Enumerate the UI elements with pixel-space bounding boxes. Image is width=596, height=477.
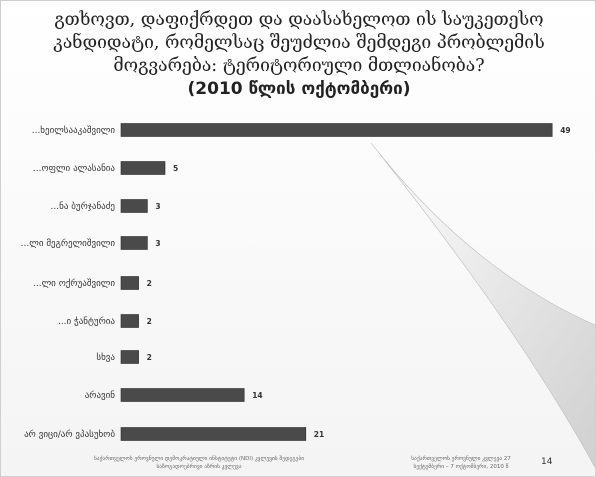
value-label-7: 14 — [252, 391, 262, 400]
category-label-6: სხვა — [96, 352, 115, 363]
category-label-5: ...ი ჭანტურია — [58, 316, 115, 327]
bar-4 — [120, 276, 139, 290]
value-label-1: 5 — [173, 164, 178, 173]
bar-0 — [120, 123, 553, 137]
value-label-3: 3 — [155, 239, 160, 248]
bar-2 — [120, 199, 148, 213]
footer-dates-line-1: საქართველოს ეროვნული კვლევა 27 — [411, 456, 511, 462]
bar-6 — [120, 350, 139, 364]
footer-source-line-2: საზოგადოებრივი აზრის კვლევა — [156, 464, 242, 470]
footer-dates-line-2: სექტემბერი – 7 ოქტომბერი, 2010 წ — [413, 464, 509, 470]
value-label-2: 3 — [155, 202, 160, 211]
bar-7 — [120, 388, 245, 402]
footer-source-line-1: საქართველოს ეროვნული დემოკრატიული ინსტიტ… — [93, 456, 305, 462]
chart-title: გთხოვთ, დაფიქრდეთ და დაასახელოთ ის საუკე… — [1, 9, 595, 101]
category-label-2: ...ნა ბურჯანაძე — [51, 201, 116, 212]
footer-source: საქართველოს ეროვნული დემოკრატიული ინსტიტ… — [19, 455, 379, 471]
category-label-8: არ ვიცი/არ ვპასუხობ — [24, 429, 115, 440]
bar-1 — [120, 161, 166, 175]
category-label-3: ...ლი მეგრელიშვილი — [21, 238, 116, 249]
category-label-4: ...ლი ოქრუაშვილი — [33, 278, 115, 289]
category-label-1: ...ოფლი ალასანია — [33, 163, 116, 174]
title-line-1: გთხოვთ, დაფიქრდეთ და დაასახელოთ ის საუკე… — [54, 10, 544, 30]
value-label-4: 2 — [147, 279, 152, 288]
chart-subtitle: (2010 წლის ოქტომბერი) — [187, 79, 411, 99]
value-label-8: 21 — [314, 430, 324, 439]
page-number: 14 — [541, 457, 553, 467]
value-label-6: 2 — [147, 353, 152, 362]
bar-8 — [120, 427, 307, 441]
footer-survey-dates: საქართველოს ეროვნული კვლევა 27 სექტემბერ… — [396, 455, 526, 471]
bar-5 — [120, 314, 139, 328]
title-line-2: კანდიდატი, რომელსაც შეუძლია შემდეგი პრობ… — [53, 33, 545, 53]
value-label-0: 49 — [560, 126, 570, 135]
title-line-3: მოგვარება: ტერიტორიული მთლიანობა? — [113, 56, 485, 76]
bar-3 — [120, 236, 148, 250]
value-label-5: 2 — [147, 317, 152, 326]
pie-wedge-decoration — [370, 142, 595, 468]
category-label-7: არავინ — [85, 390, 116, 401]
category-label-0: ...ხეილსააკაშვილი — [32, 125, 116, 136]
